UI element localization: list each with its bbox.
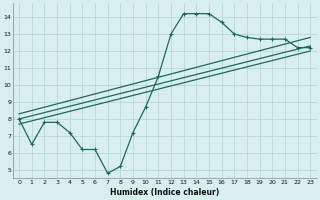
X-axis label: Humidex (Indice chaleur): Humidex (Indice chaleur) <box>110 188 219 197</box>
